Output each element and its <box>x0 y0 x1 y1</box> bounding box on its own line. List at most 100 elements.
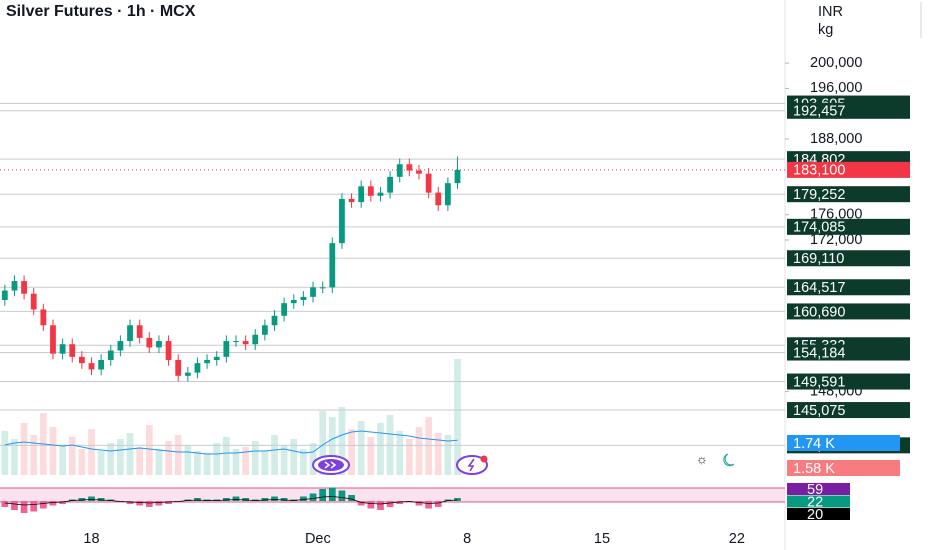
level-label: 192,457 <box>793 104 845 120</box>
oscillator-band <box>0 488 785 502</box>
x-tick-label: 18 <box>83 531 99 547</box>
level-label-box <box>787 402 910 419</box>
candle-body <box>146 337 153 348</box>
flash-icon <box>467 458 475 472</box>
volume-bar <box>338 407 346 475</box>
volume-label-box <box>787 460 900 476</box>
volume-bar <box>357 421 365 475</box>
oscillator-bar <box>348 495 355 501</box>
candle-body <box>30 293 37 310</box>
candle-body <box>290 300 297 304</box>
candle-body <box>156 341 162 348</box>
flash-button[interactable] <box>456 455 488 475</box>
candle-body <box>358 186 365 203</box>
volume-bar <box>261 451 269 475</box>
level-label-box <box>787 250 910 267</box>
candle-body <box>175 360 182 376</box>
replay-icon <box>324 461 337 469</box>
oscillator-bar <box>300 496 307 501</box>
oscillator-bar <box>97 498 105 501</box>
candle-body <box>396 164 403 177</box>
level-label: 179,252 <box>793 187 845 203</box>
candle-body <box>271 315 278 326</box>
candle-body <box>387 176 393 193</box>
y-tick-label: 176,000 <box>810 207 862 223</box>
currency: INR <box>818 4 843 20</box>
volume-bar <box>396 431 404 475</box>
oscillator-bar <box>49 501 57 506</box>
x-tick-label: Dec <box>305 531 331 547</box>
volume-label: 1.58 K <box>793 461 835 477</box>
volume-label-box <box>787 435 900 451</box>
volume-bar <box>454 359 461 475</box>
currency-box <box>793 0 921 40</box>
candle-body <box>329 243 336 288</box>
volume-bar <box>20 423 28 475</box>
oscillator-bar <box>59 501 66 504</box>
unit: kg <box>818 22 833 38</box>
plot: 200,000196,000188,000176,000172,000148,0… <box>0 55 910 547</box>
x-tick-label: 8 <box>463 531 471 547</box>
level-label-box <box>787 373 910 390</box>
candle-body <box>88 363 95 370</box>
volume-label: 1.74 K <box>793 436 835 452</box>
candle-body <box>59 344 66 354</box>
oscillator-bar <box>280 498 288 501</box>
candle-body <box>184 372 191 376</box>
oscillator-bar <box>271 496 278 501</box>
oscillator-bar <box>1 501 9 507</box>
level-label-box <box>787 303 910 320</box>
oscillator-bar <box>145 501 153 507</box>
oscillator-bar <box>386 501 394 507</box>
x-tick-label: 15 <box>594 531 610 547</box>
candle-body <box>425 173 432 193</box>
level-label: 160,690 <box>793 304 845 320</box>
oscillator-bar <box>396 501 404 504</box>
candle-body <box>300 296 307 300</box>
oscillator-bar <box>454 498 461 501</box>
session-moon[interactable] <box>723 453 735 467</box>
oscillator-bar <box>261 498 269 501</box>
candle-body <box>406 164 413 171</box>
volume-bar <box>271 435 278 475</box>
candle-body <box>78 356 85 364</box>
volume-bar <box>367 437 375 475</box>
replay-button[interactable] <box>312 455 350 475</box>
candle-body <box>233 341 239 343</box>
candle-body <box>165 341 172 360</box>
candle-body <box>136 325 143 338</box>
volume-bar <box>136 447 144 475</box>
level-label-box <box>787 102 910 119</box>
oscillator-bar <box>434 501 442 507</box>
oscillator-bar <box>232 496 240 501</box>
oscillator-bar <box>155 501 163 506</box>
volume-bar <box>425 417 432 475</box>
candle-body <box>1 290 8 300</box>
level-label: 183,100 <box>793 163 845 179</box>
flash-ring <box>456 455 488 475</box>
oscillator-bar <box>367 501 375 509</box>
y-tick-label: 172,000 <box>810 232 862 248</box>
candle-body <box>339 198 345 244</box>
candle-body <box>454 169 461 184</box>
oscillator-bar <box>309 493 317 501</box>
chart-title: Silver Futures · 1h · MCX <box>6 3 196 20</box>
session-sun[interactable]: ☼ <box>696 451 708 466</box>
oscillator-bar <box>222 498 230 501</box>
oscillator-bar <box>357 501 365 506</box>
volume-bar <box>107 443 115 475</box>
candle-body <box>40 309 47 326</box>
oscillator-bar <box>88 496 95 501</box>
volume-bar <box>174 435 182 475</box>
volume-bar <box>377 423 384 475</box>
oscillator-bar <box>328 487 336 501</box>
volume-bar <box>328 417 336 475</box>
volume-bar <box>1 431 9 475</box>
volume-bar <box>280 445 288 475</box>
candle-body <box>242 341 249 345</box>
oscillator-bar <box>136 501 144 506</box>
oscillator-bar <box>242 498 249 501</box>
candle-body <box>98 360 105 370</box>
volume-bar <box>11 439 18 475</box>
